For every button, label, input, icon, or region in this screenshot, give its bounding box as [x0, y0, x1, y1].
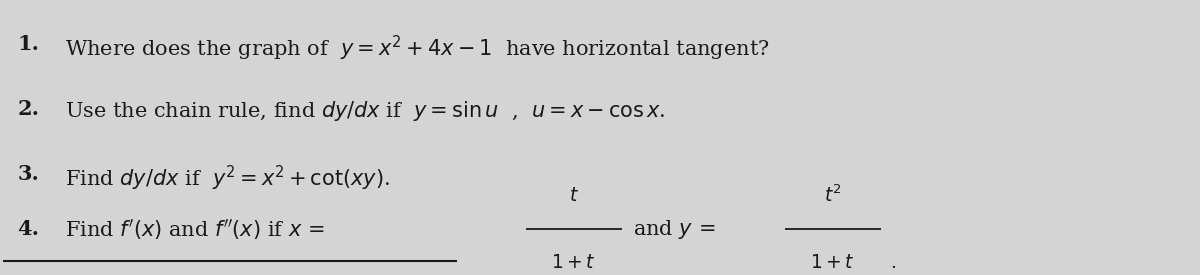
Text: 1.: 1.: [17, 34, 40, 54]
Text: and $y\,=$: and $y\,=$: [634, 218, 716, 241]
Text: $1+t$: $1+t$: [551, 254, 596, 272]
Text: $t^2$: $t^2$: [824, 185, 842, 206]
Text: Use the chain rule, find $dy/dx$ if  $y = \sin u$  ,  $u = x - \cos x$.: Use the chain rule, find $dy/dx$ if $y =…: [65, 99, 666, 123]
Text: Find $dy/dx$ if  $y^2 = x^2 + \cot(xy)$.: Find $dy/dx$ if $y^2 = x^2 + \cot(xy)$.: [65, 164, 390, 193]
Text: .: .: [890, 254, 896, 272]
Text: Where does the graph of  $y = x^2 + 4x - 1$  have horizontal tangent?: Where does the graph of $y = x^2 + 4x - …: [65, 34, 769, 63]
Text: 3.: 3.: [17, 164, 38, 184]
Text: 2.: 2.: [17, 99, 40, 119]
Text: $1+t$: $1+t$: [810, 254, 856, 272]
Text: Find $f'(x)$ and $f''(x)$ if $x\,=$: Find $f'(x)$ and $f''(x)$ if $x\,=$: [65, 217, 325, 242]
Text: 4.: 4.: [17, 219, 40, 239]
Text: $t$: $t$: [569, 186, 578, 205]
